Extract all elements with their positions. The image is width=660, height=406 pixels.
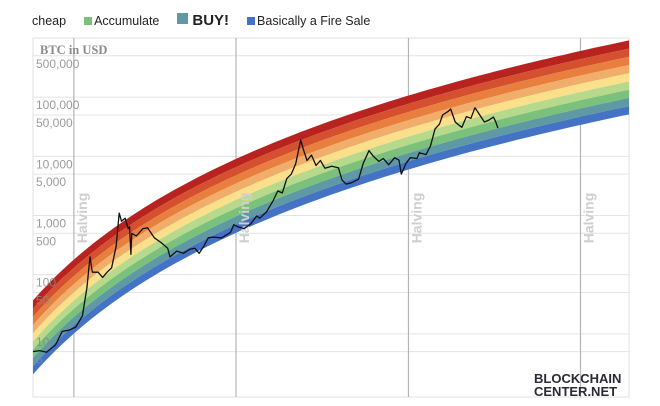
y-tick-label: 5	[36, 353, 43, 367]
svg-text:BLOCKCHAIN: BLOCKCHAIN	[534, 371, 621, 386]
legend-item: cheap	[32, 14, 66, 28]
y-tick-label: 500,000	[36, 57, 80, 71]
legend-item: BUY!	[177, 12, 229, 29]
legend-item: Accumulate	[84, 14, 159, 28]
legend-item: Basically a Fire Sale	[247, 14, 370, 28]
halving-label: Halving	[408, 193, 424, 244]
legend-label: Basically a Fire Sale	[257, 13, 371, 28]
y-tick-label: 10	[36, 335, 50, 349]
legend-label: BUY!	[192, 12, 230, 29]
y-tick-label: 100	[36, 276, 56, 290]
y-tick-label: 500	[36, 234, 56, 248]
blockchaincenter-logo: BLOCKCHAIN CENTER.NET	[534, 371, 621, 399]
legend-label: cheap	[32, 13, 67, 28]
legend-swatch	[177, 13, 189, 24]
y-axis-title: BTC in USD	[40, 43, 107, 57]
legend-swatch	[84, 16, 93, 25]
legend-swatch	[247, 16, 256, 25]
chart-legend: cheap Accumulate BUY! Basically a Fire Sale	[32, 12, 388, 29]
y-tick-label: 5,000	[36, 175, 66, 189]
y-tick-label: 1,000	[36, 217, 66, 231]
y-tick-label: 100,000	[36, 98, 80, 112]
y-tick-label: 10,000	[36, 157, 73, 171]
halving-label: Halving	[580, 193, 596, 244]
y-tick-label: 50	[36, 293, 50, 307]
svg-text:CENTER.NET: CENTER.NET	[534, 384, 617, 399]
halving-label: Halving	[74, 193, 90, 244]
btc-price-line	[32, 107, 499, 353]
plot-border	[32, 37, 630, 398]
legend-label: Accumulate	[94, 13, 160, 28]
halving-label: Halving	[236, 193, 252, 244]
y-tick-label: 50,000	[36, 116, 73, 130]
